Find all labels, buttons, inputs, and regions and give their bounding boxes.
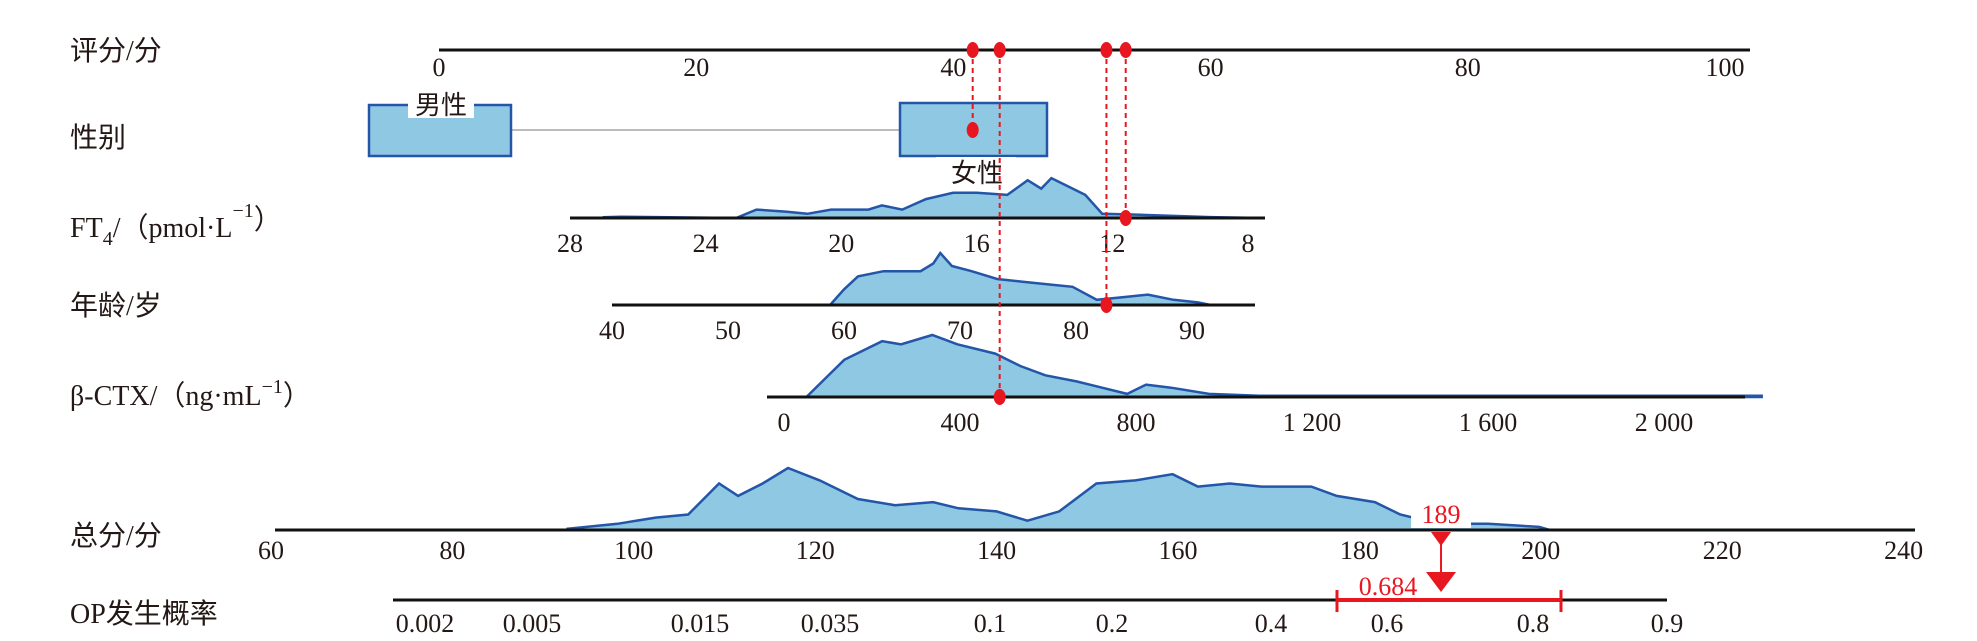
patient-value-marker bbox=[1119, 210, 1132, 226]
total-score-label: 189 bbox=[1422, 500, 1461, 529]
patient-value-marker bbox=[966, 122, 979, 138]
row-label-age: 年龄/岁 bbox=[70, 290, 162, 322]
prob-tick-label: 0.4 bbox=[1255, 609, 1288, 638]
age-tick-label: 70 bbox=[947, 316, 973, 345]
age-tick-label: 90 bbox=[1179, 316, 1205, 345]
ft4-tick-label: 16 bbox=[964, 229, 990, 258]
points-tick-label: 60 bbox=[1198, 53, 1224, 82]
row-label-sex: 性别 bbox=[70, 122, 126, 154]
total-tick-label: 200 bbox=[1521, 536, 1560, 565]
age-tick-label: 50 bbox=[715, 316, 741, 345]
points-tick-label: 40 bbox=[940, 53, 966, 82]
total-tick-label: 60 bbox=[258, 536, 284, 565]
age-tick-label: 40 bbox=[599, 316, 625, 345]
bctx-tick-label: 400 bbox=[941, 408, 980, 437]
ft4-tick-label: 20 bbox=[828, 229, 854, 258]
row-label-total: 总分/分 bbox=[70, 520, 162, 552]
patient-point-marker bbox=[966, 42, 979, 58]
probability-arrow-icon bbox=[1426, 572, 1457, 592]
points-tick-label: 80 bbox=[1455, 53, 1481, 82]
total-score-arrow-icon bbox=[1431, 532, 1452, 546]
total-tick-label: 160 bbox=[1159, 536, 1198, 565]
prob-tick-label: 0.8 bbox=[1517, 609, 1550, 638]
age-density-area bbox=[827, 250, 1211, 307]
row-label-points: 评分/分 bbox=[70, 36, 162, 67]
prob-tick-label: 0.035 bbox=[801, 609, 860, 638]
sex-male-label-bg bbox=[408, 90, 474, 118]
patient-point-marker bbox=[993, 42, 1006, 58]
bctx-tick-label: 1 200 bbox=[1283, 408, 1342, 437]
ft4-tick-label: 24 bbox=[693, 229, 719, 258]
prob-tick-label: 0.002 bbox=[396, 609, 455, 638]
patient-value-marker bbox=[1100, 297, 1113, 313]
total-density-area bbox=[566, 466, 1551, 532]
prob-tick-label: 0.6 bbox=[1371, 609, 1404, 638]
bctx-tick-label: 1 600 bbox=[1459, 408, 1518, 437]
total-tick-label: 100 bbox=[614, 536, 653, 565]
row-label-ft4: FT4/（pmol·L−1） bbox=[70, 200, 282, 250]
row-label-bctx: β-CTX/（ng·mL−1） bbox=[70, 376, 311, 412]
points-tick-label: 20 bbox=[683, 53, 709, 82]
bctx-tick-label: 2 000 bbox=[1635, 408, 1694, 437]
sex-female-label: 女性 bbox=[951, 159, 1003, 188]
prob-tick-label: 0.005 bbox=[503, 609, 562, 638]
total-score-label-bg bbox=[1411, 498, 1472, 528]
ft4-density-area bbox=[602, 176, 1262, 220]
prob-tick-label: 0.2 bbox=[1096, 609, 1129, 638]
bctx-density-area bbox=[803, 333, 1763, 399]
bctx-tick-label: 800 bbox=[1117, 408, 1156, 437]
total-tick-label: 80 bbox=[439, 536, 465, 565]
ft4-tick-label: 28 bbox=[557, 229, 583, 258]
total-tick-label: 240 bbox=[1884, 536, 1923, 565]
total-tick-label: 180 bbox=[1340, 536, 1379, 565]
age-tick-label: 80 bbox=[1063, 316, 1089, 345]
patient-point-marker bbox=[1119, 42, 1132, 58]
total-tick-label: 220 bbox=[1703, 536, 1742, 565]
total-tick-label: 140 bbox=[977, 536, 1016, 565]
points-tick-label: 0 bbox=[433, 53, 446, 82]
probability-value-label: 0.684 bbox=[1359, 572, 1418, 601]
row-label-probability: OP发生概率 bbox=[70, 598, 218, 630]
age-tick-label: 60 bbox=[831, 316, 857, 345]
patient-point-marker bbox=[1100, 42, 1113, 58]
prob-tick-label: 0.1 bbox=[974, 609, 1007, 638]
prob-tick-label: 0.9 bbox=[1651, 609, 1684, 638]
points-tick-label: 100 bbox=[1706, 53, 1745, 82]
sex-female-label-bg bbox=[936, 157, 1016, 187]
patient-value-marker bbox=[993, 389, 1006, 405]
prob-tick-label: 0.015 bbox=[671, 609, 730, 638]
ft4-tick-label: 12 bbox=[1099, 229, 1125, 258]
bctx-tick-label: 0 bbox=[778, 408, 791, 437]
sex-male-label: 男性 bbox=[415, 91, 467, 120]
ft4-tick-label: 8 bbox=[1242, 229, 1255, 258]
total-tick-label: 120 bbox=[796, 536, 835, 565]
